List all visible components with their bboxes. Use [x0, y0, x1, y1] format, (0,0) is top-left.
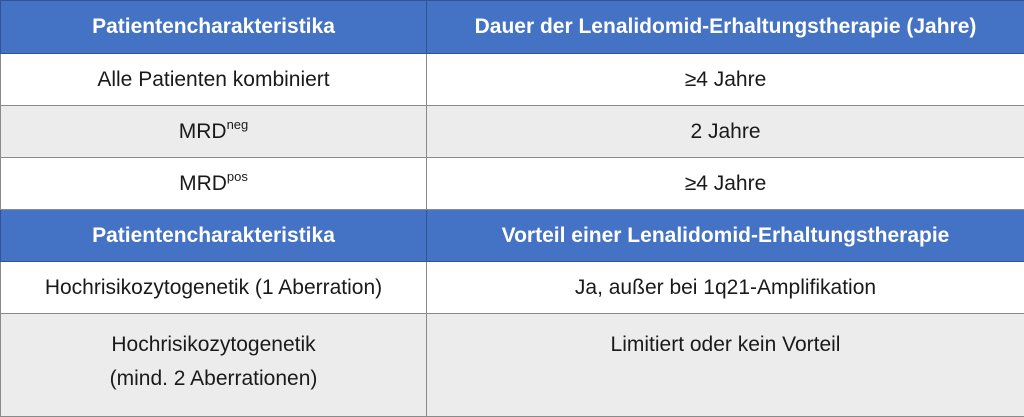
row-label: MRDpos	[1, 158, 427, 210]
row-value: 2 Jahre	[427, 106, 1024, 158]
header-patient-characteristics: Patientencharakteristika	[1, 210, 427, 262]
superscript: pos	[227, 169, 248, 184]
table-row: MRDneg 2 Jahre	[1, 106, 1024, 158]
header-row-duration: Patientencharakteristika Dauer der Lenal…	[1, 1, 1024, 54]
row-value: Ja, außer bei 1q21-Amplifikation	[427, 262, 1024, 314]
superscript: neg	[227, 117, 249, 132]
row-value: ≥4 Jahre	[427, 54, 1024, 106]
table-row: Alle Patienten kombiniert ≥4 Jahre	[1, 54, 1024, 106]
row-label: MRDneg	[1, 106, 427, 158]
header-maintenance-duration: Dauer der Lenalidomid-Erhaltungstherapie…	[427, 1, 1024, 54]
header-maintenance-benefit: Vorteil einer Lenalidomid-Erhaltungsther…	[427, 210, 1024, 262]
table-row: Hochrisikozytogenetik (mind. 2 Aberratio…	[1, 314, 1024, 417]
row-label: Hochrisikozytogenetik (mind. 2 Aberratio…	[1, 314, 427, 417]
table-row: Hochrisikozytogenetik (1 Aberration) Ja,…	[1, 262, 1024, 314]
row-label: Hochrisikozytogenetik (1 Aberration)	[1, 262, 427, 314]
row-value: ≥4 Jahre	[427, 158, 1024, 210]
row-label: Alle Patienten kombiniert	[1, 54, 427, 106]
header-patient-characteristics: Patientencharakteristika	[1, 1, 427, 54]
header-row-benefit: Patientencharakteristika Vorteil einer L…	[1, 210, 1024, 262]
row-value: Limitiert oder kein Vorteil	[427, 314, 1024, 417]
table-row: MRDpos ≥4 Jahre	[1, 158, 1024, 210]
